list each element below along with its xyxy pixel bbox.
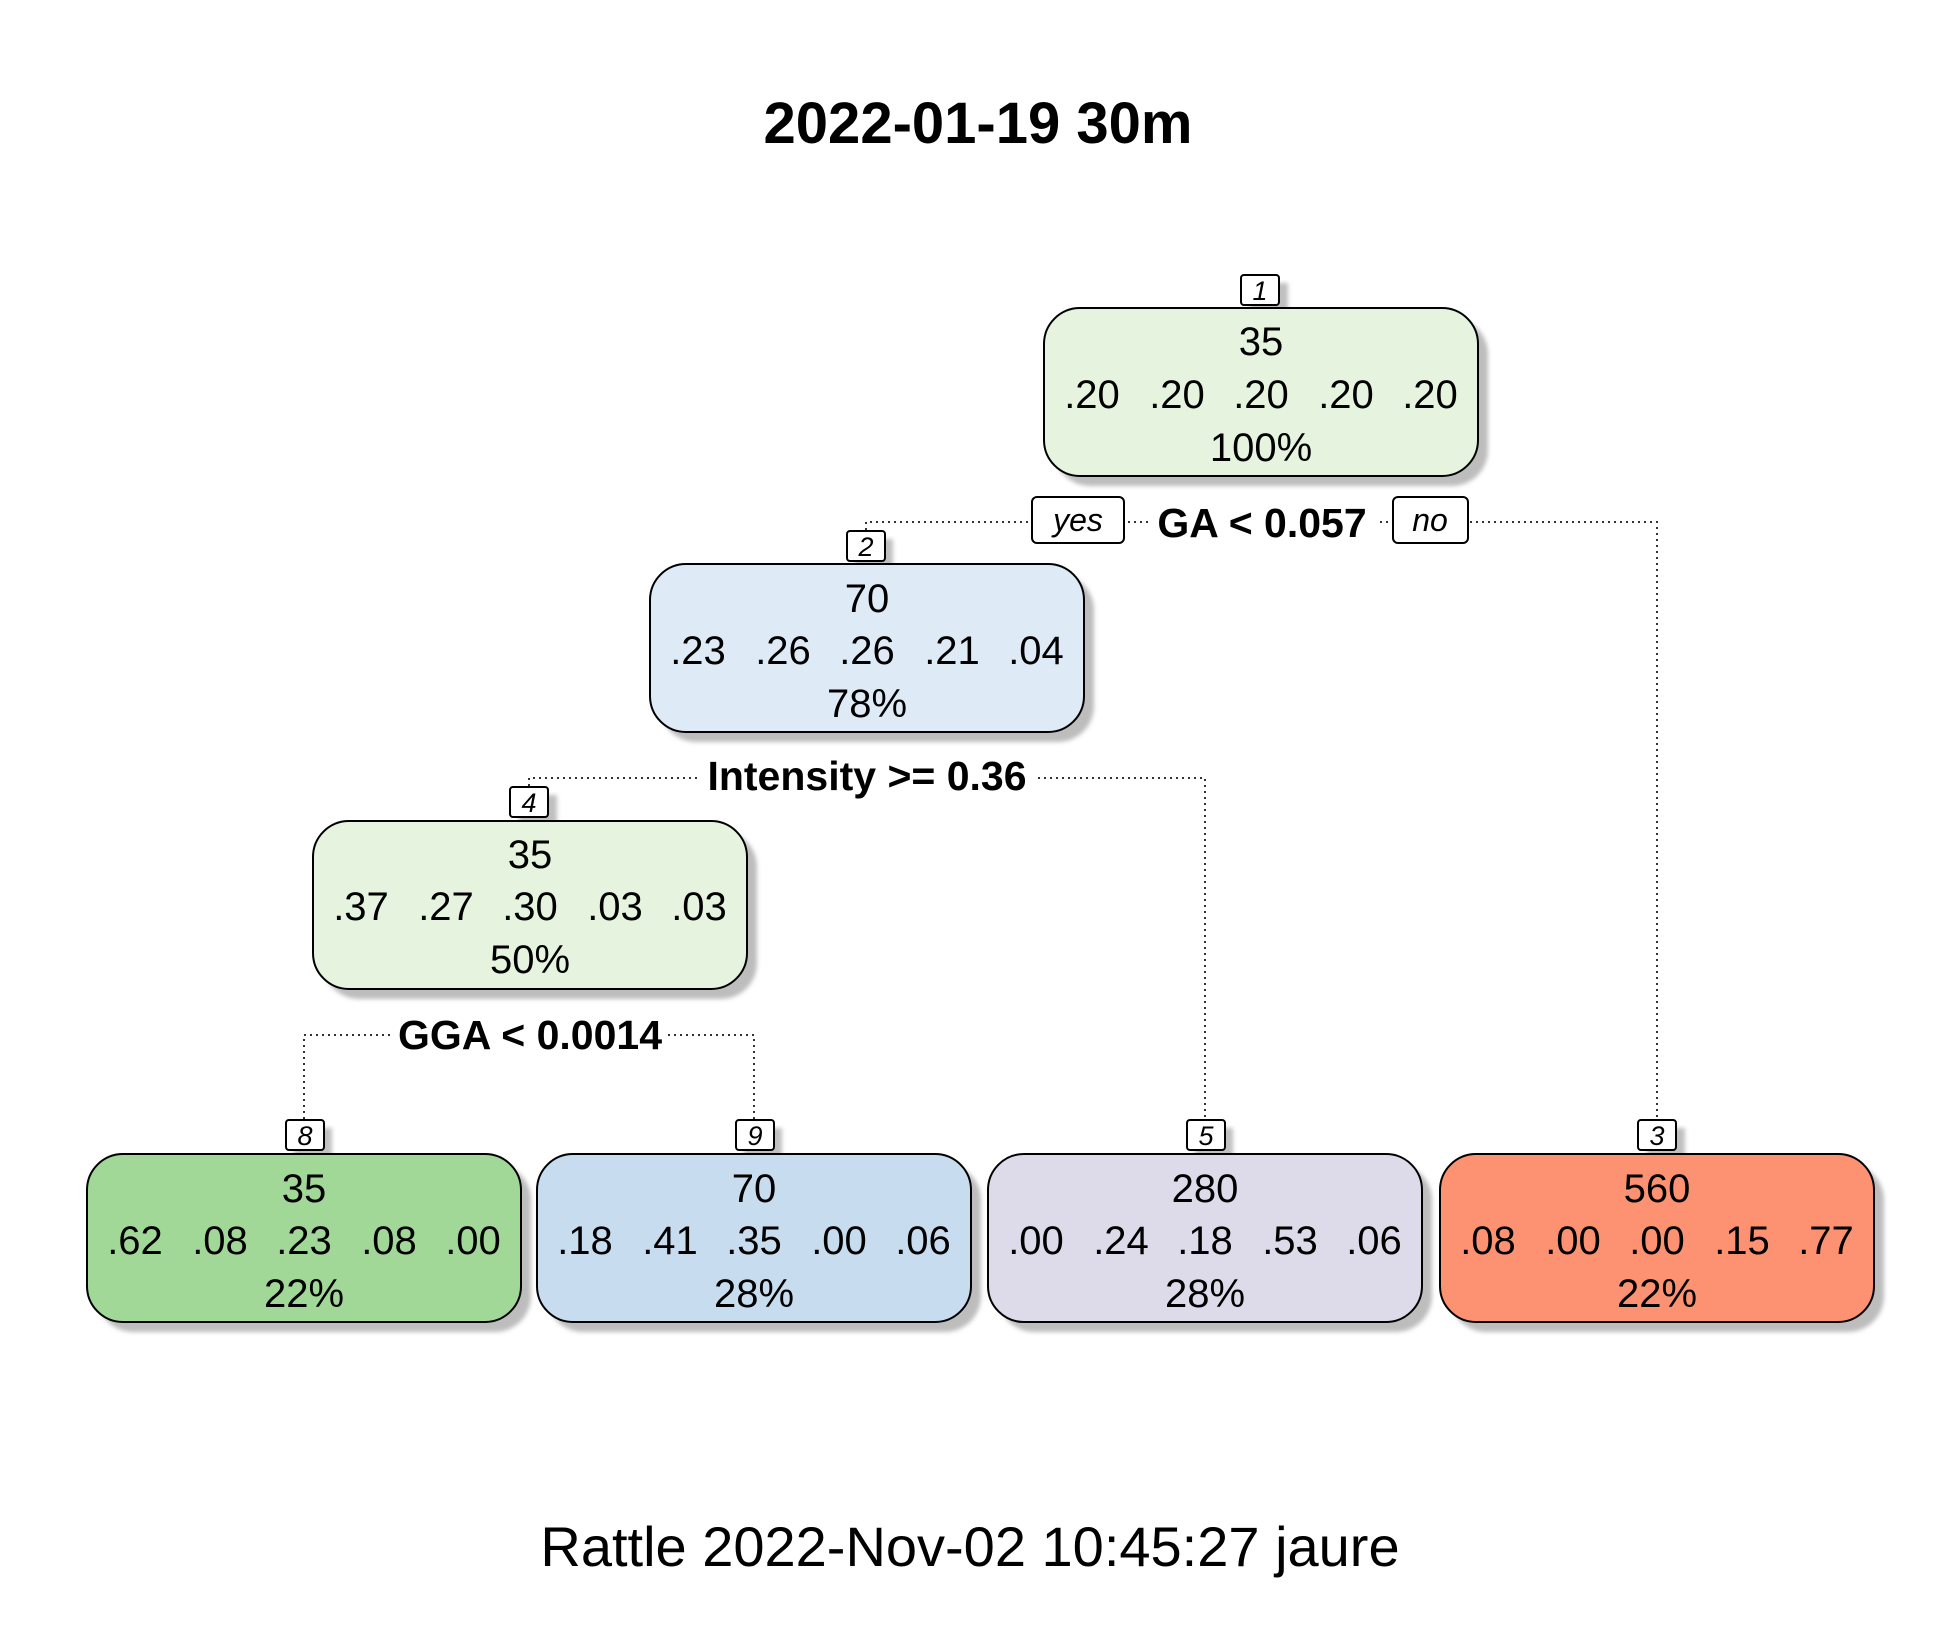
node-id: 4 <box>521 788 536 818</box>
diagram-title: 2022-01-19 30m <box>764 91 1193 156</box>
node-id: 2 <box>857 532 873 562</box>
node-prob: .20 <box>1149 373 1205 417</box>
node-prob: .15 <box>1714 1219 1770 1263</box>
tree-node-2: 2 70 .23 .26 .26 .21 .04 78% <box>649 530 1094 742</box>
node-id: 8 <box>297 1121 312 1151</box>
node-prob: .53 <box>1262 1219 1318 1263</box>
node-prob: .23 <box>670 629 726 673</box>
node-prob: .00 <box>445 1219 501 1263</box>
node-label: 35 <box>1239 320 1284 364</box>
node-percent: 28% <box>1165 1272 1245 1316</box>
node-prob: .30 <box>502 885 558 929</box>
node-percent: 28% <box>714 1272 794 1316</box>
node-label: 70 <box>845 577 890 621</box>
node-label: 280 <box>1172 1167 1239 1211</box>
node-prob: .20 <box>1318 373 1374 417</box>
node-prob: .23 <box>276 1219 332 1263</box>
node-prob: .00 <box>811 1219 867 1263</box>
node-prob: .03 <box>587 885 643 929</box>
node-percent: 22% <box>264 1272 344 1316</box>
node-prob: .26 <box>839 629 895 673</box>
node-prob: .24 <box>1093 1219 1149 1263</box>
node-box <box>312 820 748 990</box>
node-id: 3 <box>1649 1121 1664 1151</box>
edge-2-4 <box>528 777 697 793</box>
node-prob: .06 <box>895 1219 951 1263</box>
tree-node-8: 8 35 .62 .08 .23 .08 .00 22% <box>86 1119 531 1332</box>
no-label-box <box>1392 496 1469 544</box>
node-id-box <box>285 1119 325 1151</box>
tree-node-5: 5 280 .00 .24 .18 .53 .06 28% <box>987 1119 1432 1332</box>
node-prob: .00 <box>1008 1219 1064 1263</box>
edge-1-2 <box>865 521 1148 537</box>
edge-2-5 <box>1038 777 1206 1120</box>
tree-node-3: 3 560 .08 .00 .00 .15 .77 22% <box>1439 1119 1884 1332</box>
node-percent: 78% <box>827 682 907 726</box>
split-condition: GGA < 0.0014 <box>398 1012 662 1058</box>
node-box <box>1043 307 1479 477</box>
node-prob: .00 <box>1629 1219 1685 1263</box>
node-id: 9 <box>747 1121 762 1151</box>
node-percent: 100% <box>1210 426 1312 470</box>
yes-label: yes <box>1051 502 1103 538</box>
split-1: yes GA < 0.057 no <box>1031 496 1469 546</box>
node-label: 35 <box>282 1167 327 1211</box>
node-id-box <box>1240 274 1280 306</box>
node-prob: .06 <box>1346 1219 1402 1263</box>
node-percent: 50% <box>490 938 570 982</box>
node-prob: .77 <box>1798 1219 1854 1263</box>
node-prob: .18 <box>557 1219 613 1263</box>
edges <box>303 521 1658 1120</box>
node-prob: .00 <box>1545 1219 1601 1263</box>
node-box <box>1439 1153 1875 1323</box>
node-prob: .03 <box>671 885 727 929</box>
node-id: 1 <box>1252 276 1267 306</box>
node-prob: .18 <box>1177 1219 1233 1263</box>
node-prob: .62 <box>107 1219 163 1263</box>
split-condition: Intensity >= 0.36 <box>707 753 1026 799</box>
edge-1-3 <box>1380 521 1658 1120</box>
node-box <box>987 1153 1423 1323</box>
node-label: 70 <box>732 1167 777 1211</box>
node-prob: .21 <box>924 629 980 673</box>
node-prob: .20 <box>1064 373 1120 417</box>
node-prob: .20 <box>1233 373 1289 417</box>
node-prob: .26 <box>755 629 811 673</box>
edge-4-9 <box>668 1034 755 1120</box>
node-prob: .41 <box>642 1219 698 1263</box>
node-id-box <box>1637 1119 1677 1151</box>
no-label: no <box>1412 502 1448 538</box>
node-label: 560 <box>1624 1167 1691 1211</box>
edge-4-8 <box>303 1034 390 1120</box>
node-prob: .08 <box>192 1219 248 1263</box>
footer-caption: Rattle 2022-Nov-02 10:45:27 jaure <box>540 1515 1399 1578</box>
node-id-box <box>509 786 549 818</box>
node-box <box>86 1153 522 1323</box>
node-id-box <box>846 530 886 562</box>
node-id-box <box>735 1119 775 1151</box>
node-box <box>536 1153 972 1323</box>
yes-label-box <box>1031 496 1125 544</box>
tree-node-9: 9 70 .18 .41 .35 .00 .06 28% <box>536 1119 981 1332</box>
node-prob: .37 <box>333 885 389 929</box>
node-prob: .35 <box>726 1219 782 1263</box>
split-condition: GA < 0.057 <box>1157 500 1366 546</box>
node-prob: .27 <box>418 885 474 929</box>
tree-node-4: 4 35 .37 .27 .30 .03 .03 50% <box>312 786 757 999</box>
node-prob: .08 <box>1460 1219 1516 1263</box>
node-prob: .04 <box>1008 629 1064 673</box>
node-prob: .20 <box>1402 373 1458 417</box>
node-percent: 22% <box>1617 1272 1697 1316</box>
node-label: 35 <box>508 833 553 877</box>
node-id: 5 <box>1198 1121 1214 1151</box>
node-box <box>649 563 1085 733</box>
node-prob: .08 <box>361 1219 417 1263</box>
tree-node-1: 1 35 .20 .20 .20 .20 .20 100% <box>1043 274 1488 486</box>
node-id-box <box>1186 1119 1226 1151</box>
